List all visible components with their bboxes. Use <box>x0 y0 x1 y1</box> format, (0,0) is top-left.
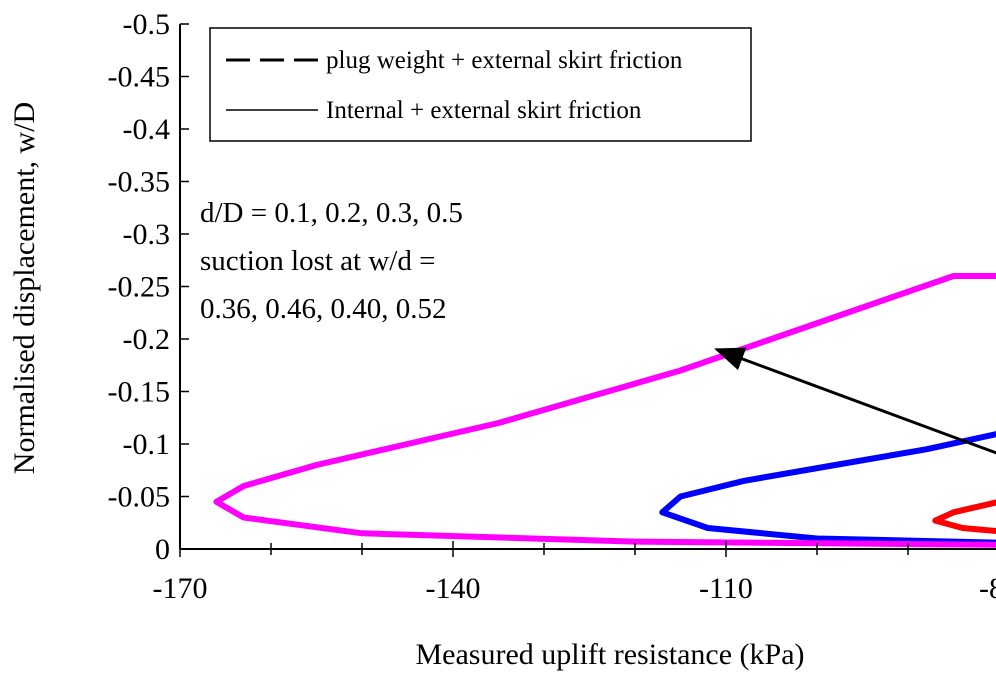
y-tick-label: -0.25 <box>108 271 171 304</box>
y-tick-label: -0.1 <box>123 428 171 461</box>
y-tick-label: -0.3 <box>123 218 171 251</box>
annotation-line-1: d/D = 0.1, 0.2, 0.3, 0.5 <box>200 197 463 229</box>
x-tick-label: -80 <box>979 572 996 605</box>
y-ticks: 0 -0.05 -0.1 -0.15 -0.2 -0.25 -0.3 -0.35 -0.4 -0.… <box>108 8 190 566</box>
y-tick-label: -0.45 <box>108 61 171 94</box>
y-tick-label: -0.35 <box>108 166 171 199</box>
x-tick-label: -170 <box>153 572 208 605</box>
annotation-arrow <box>717 350 996 529</box>
x-axis-title: Measured uplift resistance (kPa) <box>415 638 804 671</box>
y-tick-label: -0.15 <box>108 376 171 409</box>
y-tick-label: -0.5 <box>123 8 171 41</box>
y-axis-title: Normalised displacement, w/D <box>8 102 41 474</box>
x-tick-label: -140 <box>426 572 481 605</box>
legend-box <box>210 28 751 141</box>
annotation-line-2: suction lost at w/d = <box>200 245 435 277</box>
y-tick-label: -0.2 <box>123 323 171 356</box>
annotation-line-3: 0.36, 0.46, 0.40, 0.52 <box>200 293 447 325</box>
annotation: d/D = 0.1, 0.2, 0.3, 0.5 suction lost at… <box>200 197 996 528</box>
legend-label-solid: Internal + external skirt friction <box>326 97 642 124</box>
y-tick-label: 0 <box>155 533 170 566</box>
y-tick-label: -0.4 <box>123 113 171 146</box>
y-tick-label: -0.05 <box>108 481 171 514</box>
legend: plug weight + external skirt friction In… <box>210 28 751 141</box>
x-ticks: -170-140-110-80-50-20 <box>153 541 996 605</box>
x-tick-label: -110 <box>699 572 753 605</box>
legend-label-dashed: plug weight + external skirt friction <box>326 47 683 74</box>
